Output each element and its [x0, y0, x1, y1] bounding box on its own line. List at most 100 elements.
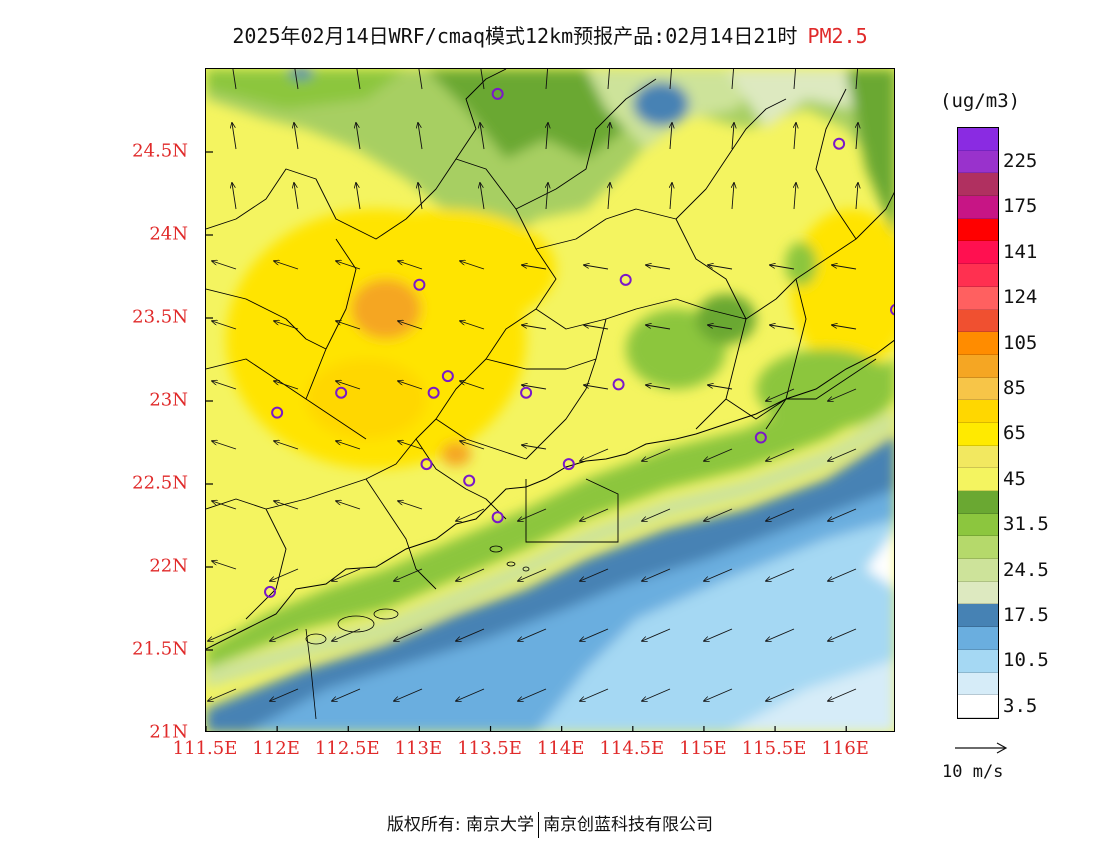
wind-arrow [580, 448, 609, 461]
lat-tick-label: 22N [149, 555, 188, 577]
wind-arrow [704, 508, 733, 521]
wind-arrow [856, 183, 858, 210]
lon-tick-label: 114E [536, 738, 585, 759]
wind-arrow [332, 628, 361, 641]
wind-arrow [274, 261, 299, 270]
wind-arrow [766, 568, 795, 581]
wind-arrow [212, 441, 237, 450]
wind-arrow [770, 325, 795, 330]
province-boundaries [206, 69, 894, 620]
wind-arrow [460, 381, 485, 390]
wind-arrow [418, 123, 423, 150]
wind-arrow [708, 265, 733, 270]
wind-arrow [398, 501, 423, 510]
wind-arrow [855, 69, 858, 90]
lon-tick-label: 116E [821, 738, 869, 759]
wind-arrow [518, 568, 547, 581]
lon-tick-label: 113.5E [457, 738, 522, 759]
wind-arrow [294, 69, 299, 90]
wind-arrow [294, 123, 299, 150]
color-scale-label: 31.5 [1003, 513, 1049, 536]
wind-arrow [828, 568, 857, 581]
wind-arrow [704, 688, 733, 701]
color-swatch [958, 150, 998, 174]
wind-arrow [642, 448, 671, 461]
color-swatch [958, 604, 998, 628]
wind-arrow [670, 183, 672, 210]
color-swatch [958, 468, 998, 491]
wind-arrow [708, 385, 733, 390]
wind-arrow [336, 261, 361, 270]
wind-arrow [522, 265, 547, 270]
lon-tick-label: 111.5E [172, 738, 238, 759]
wind-arrow [832, 265, 857, 270]
lat-tick-label: 24N [149, 223, 188, 245]
wind-arrow [794, 183, 796, 210]
wind-arrow [669, 69, 672, 90]
wind-arrow [456, 628, 485, 641]
monitoring-stations [264, 87, 894, 598]
wind-arrow [828, 388, 857, 401]
wind-arrow [794, 123, 796, 150]
wind-arrow [607, 69, 610, 90]
color-scale-label: 45 [1003, 467, 1026, 490]
wind-arrow [580, 568, 609, 581]
wind-arrow [793, 69, 796, 90]
station-marker [833, 137, 846, 150]
color-swatch [958, 559, 998, 582]
wind-arrow [828, 448, 857, 461]
lat-tick-label: 24.5N [132, 140, 188, 162]
wind-vectors [208, 69, 858, 701]
wind-reference-arrow [955, 742, 1008, 754]
wind-arrow [518, 508, 547, 521]
wind-arrow [336, 381, 361, 390]
wind-arrow [418, 183, 423, 210]
wind-arrow [608, 183, 610, 210]
color-swatch [958, 332, 998, 355]
wind-arrow [518, 688, 547, 701]
station-marker [264, 585, 277, 598]
color-swatch [958, 354, 998, 378]
wind-arrow [584, 325, 609, 330]
wind-arrow [832, 325, 857, 330]
wind-arrow [212, 381, 237, 390]
lat-tick-label: 23.5N [132, 306, 188, 328]
wind-arrow [208, 688, 237, 701]
color-swatch [958, 695, 998, 718]
color-scale-label: 24.5 [1003, 558, 1049, 581]
map-canvas [206, 69, 894, 731]
color-swatch [958, 128, 998, 151]
legend-unit: (ug/m3) [940, 90, 1021, 112]
color-swatch [958, 286, 998, 310]
station-marker [754, 431, 767, 444]
color-scale-label: 175 [1003, 195, 1038, 218]
color-swatch [958, 309, 998, 333]
color-swatch [958, 377, 998, 401]
wind-arrow [232, 69, 237, 90]
axis-tick-marks [206, 151, 847, 731]
wind-arrow [646, 385, 671, 390]
wind-arrow [646, 325, 671, 330]
lat-tick-label: 21.5N [132, 638, 188, 660]
color-scale-bar [957, 127, 999, 719]
coastline [206, 339, 894, 650]
wind-arrow [732, 123, 734, 150]
wind-arrow [456, 568, 485, 581]
wind-arrow [336, 321, 361, 330]
wind-arrow [336, 441, 361, 450]
station-marker [612, 378, 625, 391]
wind-arrow [704, 448, 733, 461]
wind-reference-label: 10 m/s [942, 762, 1004, 782]
wind-arrow [274, 381, 299, 390]
station-marker [420, 458, 433, 471]
pm25-forecast-map [205, 68, 895, 732]
wind-arrow [398, 261, 423, 270]
wind-arrow [212, 321, 237, 330]
wind-arrow [732, 183, 734, 210]
lon-tick-label: 112.5E [314, 738, 380, 759]
color-scale-label: 17.5 [1003, 604, 1049, 627]
hong-kong-boundary-box [525, 478, 619, 543]
lon-tick-label: 114.5E [599, 738, 665, 759]
concentration-shading [206, 69, 894, 731]
color-scale-label: 65 [1003, 422, 1026, 445]
